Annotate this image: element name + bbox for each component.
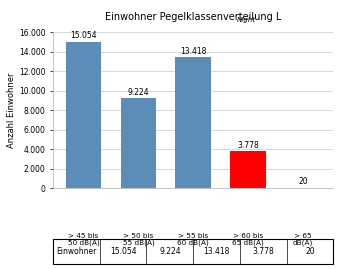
Text: 3.778: 3.778 [252,247,274,256]
Text: Einwohner: Einwohner [56,247,96,256]
Text: 15.054: 15.054 [110,247,136,256]
Bar [230,151,266,188]
Text: 20: 20 [298,177,308,186]
Text: 9.224: 9.224 [128,88,149,97]
Text: Night: Night [237,17,256,23]
Bar [121,98,156,188]
Text: Einwohner Pegelklassenverteilung L: Einwohner Pegelklassenverteilung L [105,12,281,22]
Text: 13.418: 13.418 [180,47,207,56]
Bar [66,41,101,188]
Text: 9.224: 9.224 [159,247,181,256]
Y-axis label: Anzahl Einwohner: Anzahl Einwohner [7,73,16,148]
Text: 15.054: 15.054 [70,31,97,40]
Text: 13.418: 13.418 [203,247,230,256]
Text: 3.778: 3.778 [237,141,259,150]
Bar [175,58,211,188]
Text: 20: 20 [305,247,315,256]
